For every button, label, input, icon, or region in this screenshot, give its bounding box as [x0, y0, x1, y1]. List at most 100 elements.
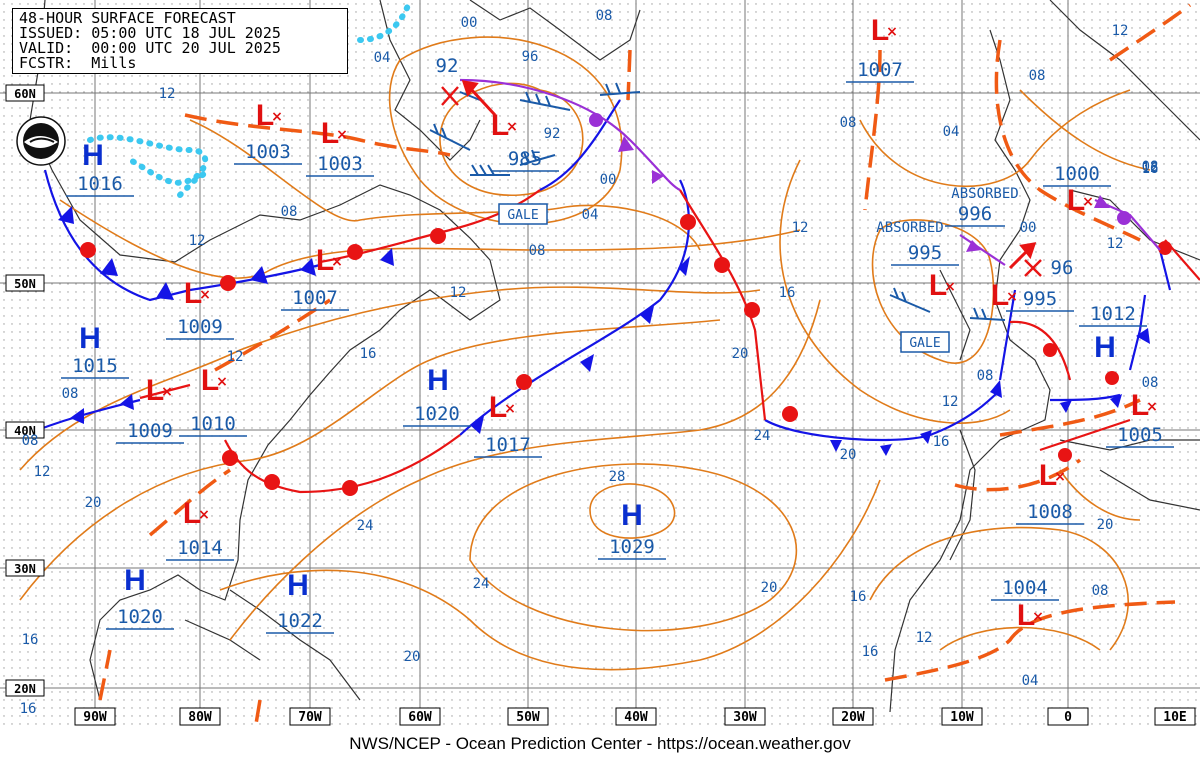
isobar-label: 08 [281, 204, 298, 220]
high-pressure-symbol: H [621, 499, 643, 532]
isobar-label: 20 [1097, 517, 1114, 533]
absorbed-label: ABSORBED [876, 220, 943, 236]
low-center-x: × [331, 254, 343, 270]
low-pressure-value: 1008 [1027, 501, 1073, 523]
footer-credit: NWS/NCEP - Ocean Prediction Center - htt… [349, 734, 851, 753]
low-center-x: × [944, 279, 956, 295]
longitude-label: 60W [408, 710, 432, 725]
longitude-label: 20W [841, 710, 865, 725]
low-center-x: × [216, 374, 228, 390]
isobar-label: 16 [933, 434, 950, 450]
forecast-header: 48-HOUR SURFACE FORECAST ISSUED: 05:00 U… [12, 8, 348, 74]
low-pressure-symbol: L [183, 497, 201, 530]
isobar-label: 24 [473, 576, 490, 592]
isobar-label: 04 [1022, 673, 1039, 689]
latitude-label: 50N [14, 277, 36, 291]
isobar-label: 12 [450, 285, 467, 301]
high-pressure-value: 1020 [414, 403, 460, 425]
low-center-x: × [1032, 609, 1044, 625]
isobar-label: 08 [529, 243, 546, 259]
latitude-label-box [5, 679, 45, 697]
isobar-label: 08 [1029, 68, 1046, 84]
high-pressure-symbol: H [79, 322, 101, 355]
isobar-label: 16 [22, 632, 39, 648]
absorbed-label: ABSORBED [951, 186, 1018, 202]
isobar-label: 12 [34, 464, 51, 480]
isobar-label: 92 [544, 126, 561, 142]
isobar-label: 20 [761, 580, 778, 596]
prior-position-value: 96 [1051, 257, 1074, 279]
warm-front-bumps [80, 214, 1172, 496]
low-pressure-value: 1000 [1054, 163, 1100, 185]
valid-time: VALID: 00:00 UTC 20 JUL 2025 [19, 39, 281, 57]
low-pressure-symbol: L [871, 14, 889, 47]
low-pressure-symbol: L [184, 277, 202, 310]
longitude-label-box [179, 707, 221, 726]
latitude-label: 30N [14, 562, 36, 576]
longitude-labels: 90W 80W 70W 60W 50W 40W 30W 20W 10W 0 10E [74, 707, 1196, 726]
isobars [19, 36, 1151, 671]
low-pressure-symbol: L [929, 269, 947, 302]
low-pressure-symbol: L [1067, 184, 1085, 217]
cold-front-barbs [58, 206, 1150, 456]
low-center-x: × [1146, 399, 1158, 415]
low-pressure-value: 1009 [177, 316, 223, 338]
prior-position-labels: 92 96 [436, 55, 1074, 279]
isobar-label: 96 [522, 49, 539, 65]
low-pressure-value: 1003 [317, 153, 363, 175]
isobar-label: 20 [732, 346, 749, 362]
isobar-label: 08 [1142, 159, 1159, 175]
absorbed-pressure: 996 [958, 203, 992, 225]
isobar-label: 12 [942, 394, 959, 410]
isobar-label: 24 [357, 518, 374, 534]
isobar-label: 12 [1112, 23, 1129, 39]
high-pressure-value: 1015 [72, 355, 118, 377]
motion-arrows [441, 80, 1042, 277]
isobar-label: 08 [596, 8, 613, 24]
longitude-label: 50W [516, 710, 540, 725]
isobar-label: 28 [609, 469, 626, 485]
forecaster: FCSTR: Mills [19, 54, 137, 72]
low-pressure-value: 1010 [190, 413, 236, 435]
high-pressure-symbol: H [287, 569, 309, 602]
isobar-label: 08 [1142, 375, 1159, 391]
troughs [98, 3, 1192, 731]
isobar-label: 16 [862, 644, 879, 660]
low-pressure-value: 985 [508, 148, 542, 170]
longitude-label: 70W [298, 710, 322, 725]
isobar-label: 00 [461, 15, 478, 31]
isobar-label: 08 [22, 433, 39, 449]
isobar-label: 08 [840, 115, 857, 131]
isobar-label: 04 [582, 207, 599, 223]
longitude-label-box [941, 707, 983, 726]
longitude-label-box [289, 707, 331, 726]
low-pressure-value: 1007 [857, 59, 903, 81]
low-pressure-symbol: L [991, 279, 1009, 312]
isobar-label: 24 [754, 428, 771, 444]
longitude-label: 40W [624, 710, 648, 725]
low-pressure-symbol: L [489, 391, 507, 424]
high-pressure-value: 1012 [1090, 303, 1136, 325]
low-center-x: × [504, 401, 516, 417]
low-center-x: × [1054, 469, 1066, 485]
isobar-label: 04 [943, 124, 960, 140]
isobar-label: 00 [1020, 220, 1037, 236]
low-pressure-value: 1017 [485, 434, 531, 456]
gale-box [498, 203, 548, 225]
gale-box [900, 331, 950, 353]
longitude-label-box [724, 707, 766, 726]
longitude-label-box [1154, 707, 1196, 726]
isobar-label: 20 [404, 649, 421, 665]
gale-label: GALE [507, 208, 538, 223]
latitude-label-box [5, 84, 45, 102]
longitude-label: 30W [733, 710, 757, 725]
low-pressure-value: 1009 [127, 420, 173, 442]
longitude-label: 0 [1064, 710, 1072, 725]
latitude-label-box [5, 559, 45, 577]
low-pressure-symbol: L [146, 374, 164, 407]
forecast-title: 48-HOUR SURFACE FORECAST [19, 9, 236, 27]
low-center-x: × [271, 109, 283, 125]
